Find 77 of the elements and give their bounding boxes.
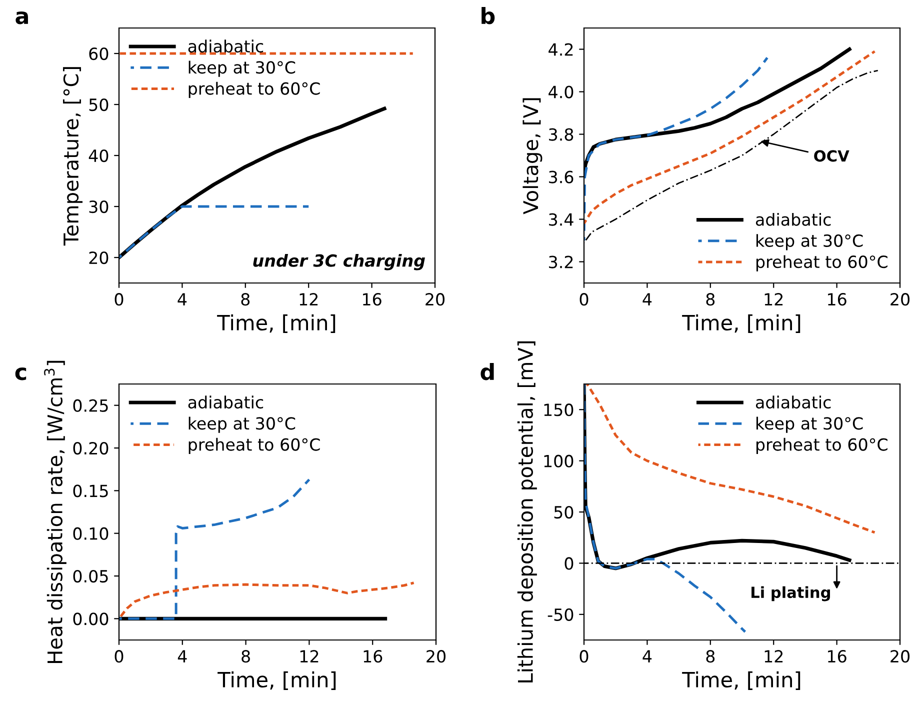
x-tick-label: 8 xyxy=(706,650,715,663)
chart-title: d xyxy=(480,363,494,380)
x-tick-label: 20 xyxy=(890,293,910,306)
y-tick-label: 4.0 xyxy=(548,86,574,98)
legend-label: keep at 30°C xyxy=(188,60,296,77)
x-tick-label: 16 xyxy=(364,650,382,663)
line-series xyxy=(584,50,876,225)
x-axis-title: Time, [min] xyxy=(682,671,800,690)
chart-title: b xyxy=(482,7,495,24)
x-tick-label: 8 xyxy=(241,293,250,306)
x-tick-label: 4 xyxy=(178,293,187,306)
y-tick-label: 0.05 xyxy=(73,570,108,583)
x-tick-label: 4 xyxy=(642,293,652,306)
x-tick-label: 12 xyxy=(764,650,783,662)
y-tick-label: 100 xyxy=(544,454,574,468)
legend-label: adiabatic xyxy=(756,396,831,409)
legend-label: adiabatic xyxy=(756,212,831,226)
x-tick-label: 0 xyxy=(580,293,588,306)
legend-label: preheat to 60°C xyxy=(188,438,320,454)
y-tick-label: 20 xyxy=(89,251,108,264)
line-series xyxy=(584,384,746,634)
legend-label: keep at 30°C xyxy=(756,234,863,250)
legend-label: adiabatic xyxy=(188,40,264,53)
y-axis-title: Heat dissipation rate, [W/cm$^{3}$] xyxy=(44,360,66,663)
x-tick-label: 0 xyxy=(114,650,124,663)
chart-title: c xyxy=(15,367,26,380)
x-tick-label: 20 xyxy=(426,650,446,663)
y-tick-label: 60 xyxy=(89,47,108,60)
y-axis-title: Voltage, [V] xyxy=(522,98,542,214)
x-tick-label: 4 xyxy=(178,650,187,662)
y-tick-label: 3.2 xyxy=(549,256,573,268)
x-tick-label: 8 xyxy=(242,650,250,663)
y-tick-label: 0.10 xyxy=(73,527,108,540)
annotation: OCV xyxy=(814,150,850,162)
x-tick-label: 8 xyxy=(706,293,715,306)
line-series xyxy=(119,582,416,620)
x-tick-label: 20 xyxy=(426,293,444,306)
line-series xyxy=(119,478,310,620)
y-axis-title: Lithium deposition potential, [mV] xyxy=(517,341,537,682)
legend-label: adiabatic xyxy=(188,396,264,409)
y-tick-label: 0.20 xyxy=(73,442,108,455)
x-tick-label: 0 xyxy=(580,650,588,663)
x-tick-label: 16 xyxy=(363,293,382,306)
y-tick-label: 0.15 xyxy=(73,484,108,498)
y-tick-label: 4.2 xyxy=(548,43,573,56)
x-axis-title: Time, [min] xyxy=(217,314,336,333)
x-tick-label: 12 xyxy=(764,293,783,306)
x-tick-label: 16 xyxy=(828,650,846,663)
legend-label: preheat to 60°C xyxy=(188,82,320,98)
y-tick-label: 0 xyxy=(564,557,574,570)
x-tick-label: 16 xyxy=(828,293,846,306)
x-tick-label: 20 xyxy=(890,650,910,663)
x-axis-title: Time, [min] xyxy=(682,314,800,333)
annotation: Li plating xyxy=(752,586,830,602)
y-tick-label: 40 xyxy=(88,149,108,162)
y-tick-label: -50 xyxy=(548,608,574,621)
legend-label: preheat to 60°C xyxy=(756,438,888,454)
legend-label: preheat to 60°C xyxy=(756,255,888,272)
x-tick-label: 0 xyxy=(114,293,124,306)
y-axis-title: Temperature, [°C] xyxy=(63,67,83,246)
y-tick-label: 50 xyxy=(554,506,574,519)
y-tick-label: 50 xyxy=(89,98,108,112)
x-axis-title: Time, [min] xyxy=(218,671,336,690)
x-tick-label: 12 xyxy=(300,650,318,662)
chart-title: a xyxy=(16,11,28,24)
y-tick-label: 0.00 xyxy=(73,612,108,626)
y-tick-label: 0.25 xyxy=(73,399,108,412)
y-tick-label: 150 xyxy=(544,404,574,416)
x-tick-label: 12 xyxy=(300,293,318,306)
legend-label: keep at 30°C xyxy=(756,416,863,433)
x-tick-label: 4 xyxy=(642,650,652,662)
legend-label: keep at 30°C xyxy=(188,416,296,433)
y-tick-label: 30 xyxy=(89,200,108,214)
annotation: under 3C charging xyxy=(253,254,425,270)
y-tick-label: 3.8 xyxy=(549,128,574,141)
y-tick-label: 3.4 xyxy=(549,213,574,226)
y-tick-label: 3.6 xyxy=(549,170,574,184)
